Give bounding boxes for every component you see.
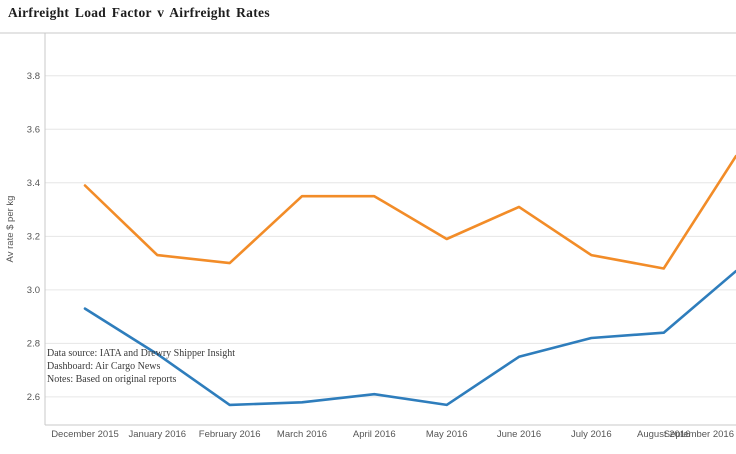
- y-tick-label: 3.0: [27, 285, 40, 296]
- y-tick-label: 3.4: [27, 178, 40, 189]
- chart-title: Airfreight Load Factor v Airfreight Rate…: [8, 5, 270, 20]
- y-tick-label: 3.8: [27, 71, 40, 82]
- x-tick-label: July 2016: [571, 429, 612, 440]
- y-tick-label: 2.6: [27, 392, 40, 403]
- annotation-line-notes: Notes: Based on original reports: [47, 374, 177, 385]
- x-tick-label: May 2016: [426, 429, 468, 440]
- y-axis-title: Av rate $ per kg: [5, 196, 16, 263]
- x-tick-label: September 2016: [664, 429, 734, 440]
- series-line-airfreight-load-factor: [83, 269, 736, 407]
- x-tick-label: January 2016: [129, 429, 187, 440]
- x-tick-label: April 2016: [353, 429, 396, 440]
- annotation-line-dashboard: Dashboard: Air Cargo News: [47, 361, 161, 372]
- y-tick-label: 2.8: [27, 338, 40, 349]
- annotation-line-source: Data source: IATA and Drewry Shipper Ins…: [47, 348, 236, 359]
- y-tick-label: 3.6: [27, 124, 40, 135]
- y-tick-label: 3.2: [27, 231, 40, 242]
- series-line-airfreight-rates: [83, 154, 736, 270]
- annotation-block: Data source: IATA and Drewry Shipper Ins…: [47, 347, 235, 386]
- x-tick-label: August 2016: [637, 429, 690, 440]
- x-tick-label: March 2016: [277, 429, 327, 440]
- x-tick-label: December 2015: [51, 429, 119, 440]
- x-tick-label: June 2016: [497, 429, 541, 440]
- x-tick-label: February 2016: [199, 429, 261, 440]
